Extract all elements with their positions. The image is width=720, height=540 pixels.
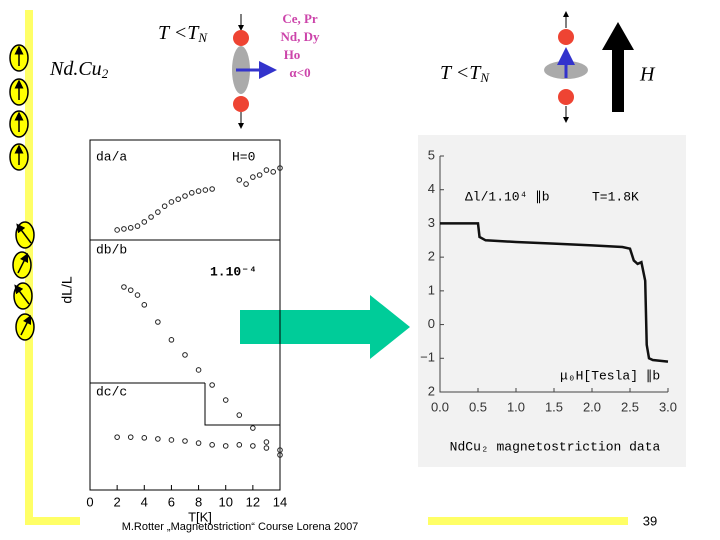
y-tick-label: 2: [428, 383, 435, 398]
plot-frame: [89, 139, 281, 491]
y-tick-label: 3: [428, 215, 435, 230]
note: H=0: [232, 149, 255, 164]
point: [236, 177, 243, 183]
ion-label: Nd, Dy: [280, 29, 320, 44]
point: [134, 223, 141, 229]
x-tick-label: 0: [86, 494, 93, 509]
point: [127, 434, 134, 440]
point: [195, 188, 202, 194]
point: [121, 284, 127, 290]
point: [127, 225, 134, 231]
point: [168, 337, 175, 343]
x-tick-label: 1.0: [507, 399, 525, 414]
point: [121, 226, 127, 232]
point: [155, 209, 161, 215]
point: [222, 443, 229, 449]
y-axis-label: Δl/1.10⁴ ∥b: [465, 189, 550, 204]
point: [155, 319, 161, 325]
scale-note: 1.10⁻⁴: [210, 264, 257, 279]
point: [250, 443, 256, 449]
point: [182, 352, 188, 358]
x-tick-label: 0.5: [469, 399, 487, 414]
ion-label: Ce, Pr: [282, 11, 318, 26]
point: [209, 382, 215, 388]
x-axis-label: T[K]: [188, 509, 212, 524]
point: [222, 397, 229, 403]
point: [209, 442, 215, 448]
point: [263, 439, 270, 445]
note: T=1.8K: [592, 189, 639, 204]
point: [168, 437, 175, 443]
point: [175, 196, 182, 202]
point: [188, 190, 195, 196]
x-tick-label: 3.0: [659, 399, 677, 414]
point: [134, 292, 141, 298]
point: [182, 193, 188, 199]
point: [209, 186, 215, 192]
x-tick-label: 14: [273, 494, 287, 509]
ion-label: α<0: [289, 65, 310, 80]
point: [182, 438, 188, 444]
page-number: 39: [643, 513, 657, 528]
point: [236, 412, 243, 418]
point: [270, 169, 277, 175]
footer: M.Rotter „Magnetostriction“ Course Loren…: [122, 521, 359, 533]
y-tick-label: 5: [428, 147, 435, 162]
point: [168, 199, 175, 205]
point: [202, 187, 209, 193]
y-tick-label: 4: [428, 181, 435, 196]
point: [236, 442, 243, 448]
point: [114, 227, 120, 233]
x-tick-label: 8: [195, 494, 202, 509]
y-tick-label: 0: [428, 316, 435, 331]
point: [141, 435, 148, 441]
point: [277, 447, 283, 453]
point: [141, 302, 148, 308]
x-tick-label: 10: [218, 494, 232, 509]
x-tick-label: 6: [168, 494, 175, 509]
y-tick-label: 1: [428, 282, 435, 297]
x-tick-label: 2.0: [583, 399, 601, 414]
point: [148, 214, 154, 220]
point: [250, 174, 256, 180]
x-tick-label: 1.5: [545, 399, 563, 414]
ion-label: Ho: [284, 47, 301, 62]
y-tick-label: 2: [428, 249, 435, 264]
chart-title: NdCu₂ magnetostriction data: [450, 439, 661, 454]
point: [263, 167, 270, 173]
panel-label: da/a: [96, 149, 127, 164]
point: [114, 434, 120, 440]
y-tick-label: −1: [420, 350, 435, 365]
point: [127, 287, 134, 293]
x-tick-label: 12: [246, 494, 260, 509]
data-line: [440, 222, 669, 363]
point: [250, 425, 256, 431]
panel-label: db/b: [96, 242, 127, 257]
x-tick-label: 2: [114, 494, 121, 509]
decor: [9, 10, 686, 525]
y-axis-label: dL/L: [59, 276, 75, 303]
x-tick-label: 0.0: [431, 399, 449, 414]
x-axis-label: μ₀H[Tesla] ∥b: [560, 368, 660, 383]
point: [141, 219, 148, 225]
point: [155, 436, 161, 442]
point: [256, 172, 263, 178]
panel-label: dc/c: [96, 384, 127, 399]
field-label: H: [639, 64, 656, 86]
point: [195, 440, 202, 446]
x-tick-label: 4: [141, 494, 148, 509]
condition: T <TN: [158, 22, 208, 45]
point: [243, 181, 249, 187]
point: [161, 203, 168, 209]
condition: T <TN: [440, 62, 490, 85]
step-line: [204, 383, 280, 426]
x-tick-label: 2.5: [621, 399, 639, 414]
point: [263, 445, 270, 451]
point: [195, 367, 202, 373]
point: [277, 165, 283, 171]
compound: Nd.Cu2: [49, 58, 109, 81]
